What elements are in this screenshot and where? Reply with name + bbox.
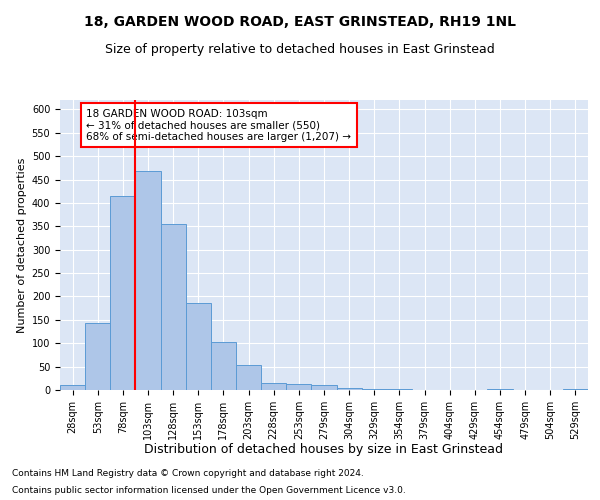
Text: 18, GARDEN WOOD ROAD, EAST GRINSTEAD, RH19 1NL: 18, GARDEN WOOD ROAD, EAST GRINSTEAD, RH…	[84, 15, 516, 29]
Bar	[161, 224, 186, 390]
Bar	[261, 383, 286, 390]
Bar	[60, 386, 85, 390]
X-axis label: Distribution of detached houses by size in East Grinstead: Distribution of detached houses by size …	[145, 444, 503, 456]
Bar	[387, 389, 412, 390]
Text: 18 GARDEN WOOD ROAD: 103sqm
← 31% of detached houses are smaller (550)
68% of se: 18 GARDEN WOOD ROAD: 103sqm ← 31% of det…	[86, 108, 352, 142]
Bar	[85, 323, 110, 390]
Bar	[311, 386, 337, 390]
Bar	[136, 171, 161, 390]
Bar	[337, 388, 362, 390]
Bar	[487, 388, 512, 390]
Y-axis label: Number of detached properties: Number of detached properties	[17, 158, 28, 332]
Bar	[362, 388, 387, 390]
Bar	[110, 196, 136, 390]
Text: Size of property relative to detached houses in East Grinstead: Size of property relative to detached ho…	[105, 42, 495, 56]
Bar	[236, 365, 261, 390]
Bar	[286, 384, 311, 390]
Bar	[563, 388, 588, 390]
Bar	[211, 342, 236, 390]
Bar	[186, 304, 211, 390]
Text: Contains public sector information licensed under the Open Government Licence v3: Contains public sector information licen…	[12, 486, 406, 495]
Text: Contains HM Land Registry data © Crown copyright and database right 2024.: Contains HM Land Registry data © Crown c…	[12, 468, 364, 477]
